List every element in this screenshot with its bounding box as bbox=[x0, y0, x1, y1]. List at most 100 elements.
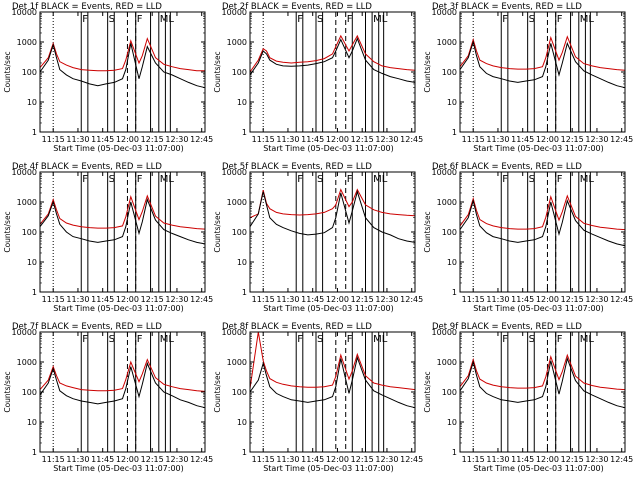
segment-annotation: ML bbox=[160, 14, 175, 25]
panel-title: Det 3f BLACK = Events, RED = LLD bbox=[432, 2, 582, 12]
y-tick-label: 10 bbox=[237, 418, 247, 427]
x-tick-label: 12:00 bbox=[116, 295, 139, 304]
panel-title: Det 7f BLACK = Events, RED = LLD bbox=[12, 322, 162, 332]
y-tick-label: 100 bbox=[442, 388, 457, 397]
x-tick-label: 12:45 bbox=[190, 135, 213, 144]
detector-panel-3: Det 3f BLACK = Events, RED = LLD F S F ML 1 10… bbox=[423, 2, 633, 153]
y-tick-label: 10000 bbox=[222, 8, 247, 17]
lld-series-line bbox=[39, 358, 206, 392]
y-tick-label: 10 bbox=[447, 258, 457, 267]
x-axis-label: Start Time (05-Dec-03 11:07:00) bbox=[53, 304, 184, 313]
y-tick-label: 1000 bbox=[227, 38, 247, 47]
x-tick-label: 11:30 bbox=[486, 295, 509, 304]
detector-panel-2: Det 2f BLACK = Events, RED = LLD F S F ML 1 10… bbox=[213, 2, 423, 153]
x-tick-label: 11:30 bbox=[276, 455, 299, 464]
y-tick-label: 1 bbox=[242, 448, 247, 457]
lld-series-line bbox=[459, 353, 626, 391]
y-axis-label: Counts/sec bbox=[423, 371, 432, 412]
y-tick-label: 1 bbox=[32, 128, 37, 137]
segment-annotation: S bbox=[529, 174, 535, 185]
detector-panel-4: Det 4f BLACK = Events, RED = LLD F S F ML 1 10… bbox=[3, 162, 213, 313]
x-tick-label: 12:00 bbox=[536, 135, 559, 144]
x-axis-label: Start Time (05-Dec-03 11:07:00) bbox=[263, 464, 394, 473]
x-tick-label: 11:30 bbox=[66, 295, 89, 304]
x-tick-label: 11:30 bbox=[486, 135, 509, 144]
y-tick-label: 10000 bbox=[432, 8, 457, 17]
x-tick-label: 12:45 bbox=[610, 135, 633, 144]
x-tick-label: 11:15 bbox=[252, 135, 275, 144]
x-tick-label: 12:15 bbox=[561, 455, 584, 464]
panel-title: Det 6f BLACK = Events, RED = LLD bbox=[432, 162, 582, 172]
y-tick-label: 10000 bbox=[12, 328, 37, 337]
segment-annotation: S bbox=[109, 14, 115, 25]
segment-annotation: ML bbox=[160, 334, 175, 345]
y-tick-label: 100 bbox=[442, 68, 457, 77]
y-tick-label: 1000 bbox=[437, 358, 457, 367]
events-series-line bbox=[249, 355, 416, 409]
x-tick-label: 12:30 bbox=[375, 455, 398, 464]
x-tick-label: 11:15 bbox=[462, 455, 485, 464]
x-tick-label: 11:15 bbox=[252, 455, 275, 464]
y-tick-label: 10 bbox=[27, 98, 37, 107]
segment-annotation: ML bbox=[580, 334, 595, 345]
y-tick-label: 1 bbox=[452, 448, 457, 457]
x-tick-label: 12:30 bbox=[375, 135, 398, 144]
segment-annotation: F bbox=[297, 14, 303, 25]
segment-annotation: F bbox=[137, 334, 143, 345]
panel-title: Det 8f BLACK = Events, RED = LLD bbox=[222, 322, 372, 332]
y-tick-label: 10 bbox=[27, 418, 37, 427]
y-tick-label: 100 bbox=[22, 228, 37, 237]
y-tick-label: 1 bbox=[242, 288, 247, 297]
x-tick-label: 11:45 bbox=[511, 135, 534, 144]
segment-annotation: S bbox=[109, 334, 115, 345]
x-tick-label: 12:00 bbox=[536, 455, 559, 464]
plot-frame bbox=[459, 171, 626, 293]
events-series-line bbox=[39, 361, 206, 409]
y-tick-label: 10 bbox=[27, 258, 37, 267]
x-axis-label: Start Time (05-Dec-03 11:07:00) bbox=[263, 304, 394, 313]
y-axis-label: Counts/sec bbox=[423, 51, 432, 92]
segment-annotation: F bbox=[557, 174, 563, 185]
x-tick-label: 11:15 bbox=[42, 455, 65, 464]
segment-annotation: S bbox=[529, 14, 535, 25]
x-tick-label: 12:00 bbox=[116, 135, 139, 144]
lld-series-line bbox=[459, 194, 626, 231]
y-tick-label: 10000 bbox=[222, 168, 247, 177]
x-axis-label: Start Time (05-Dec-03 11:07:00) bbox=[53, 144, 184, 153]
x-tick-label: 11:30 bbox=[66, 135, 89, 144]
segment-annotation: S bbox=[109, 174, 115, 185]
x-tick-label: 12:00 bbox=[116, 455, 139, 464]
events-series-line bbox=[459, 356, 626, 409]
panel-title: Det 2f BLACK = Events, RED = LLD bbox=[222, 2, 372, 12]
y-tick-label: 1000 bbox=[17, 38, 37, 47]
plot-frame bbox=[249, 11, 416, 133]
segment-annotation: ML bbox=[373, 14, 388, 25]
y-tick-label: 10 bbox=[237, 98, 247, 107]
y-tick-label: 10 bbox=[447, 418, 457, 427]
panel-title: Det 1f BLACK = Events, RED = LLD bbox=[12, 2, 162, 12]
y-tick-label: 1000 bbox=[437, 38, 457, 47]
lld-series-line bbox=[39, 194, 206, 230]
segment-annotation: F bbox=[557, 14, 563, 25]
x-tick-label: 12:15 bbox=[561, 295, 584, 304]
segment-annotation: F bbox=[297, 334, 303, 345]
y-axis-label: Counts/sec bbox=[3, 211, 12, 252]
x-tick-label: 11:45 bbox=[91, 295, 114, 304]
segment-annotation: F bbox=[137, 14, 143, 25]
segment-annotation: F bbox=[347, 174, 353, 185]
x-tick-label: 12:45 bbox=[610, 455, 633, 464]
segment-annotation: F bbox=[82, 174, 88, 185]
events-series-line bbox=[39, 197, 206, 245]
segment-annotation: F bbox=[502, 334, 508, 345]
x-tick-label: 11:45 bbox=[301, 455, 324, 464]
x-tick-label: 12:15 bbox=[141, 455, 164, 464]
x-tick-label: 11:45 bbox=[91, 455, 114, 464]
y-tick-label: 10 bbox=[237, 258, 247, 267]
x-tick-label: 11:15 bbox=[252, 295, 275, 304]
segment-annotation: ML bbox=[373, 174, 388, 185]
x-tick-label: 12:45 bbox=[190, 455, 213, 464]
y-axis-label: Counts/sec bbox=[3, 371, 12, 412]
y-tick-label: 1000 bbox=[227, 198, 247, 207]
y-tick-label: 1 bbox=[242, 128, 247, 137]
